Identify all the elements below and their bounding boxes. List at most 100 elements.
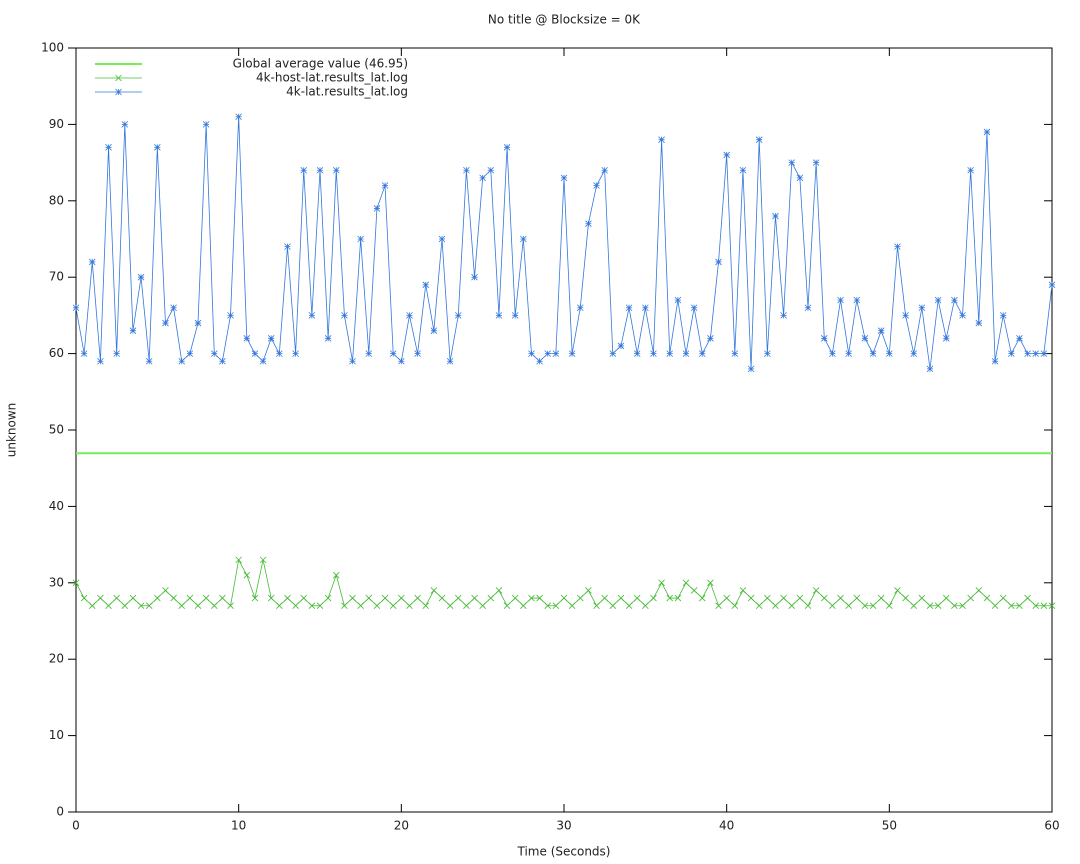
point-marker <box>97 594 104 602</box>
point-marker <box>959 602 966 610</box>
point-marker <box>682 579 690 587</box>
plot-border <box>75 47 1053 813</box>
point-marker <box>682 350 690 357</box>
point-marker <box>1040 350 1048 357</box>
y-tick-label: 20 <box>49 652 64 666</box>
point-marker <box>145 357 153 365</box>
point-marker <box>633 350 641 357</box>
point-marker <box>1008 350 1015 357</box>
x-tick-label: 40 <box>719 819 734 833</box>
point-marker <box>202 594 210 602</box>
point-marker <box>80 350 88 357</box>
point-marker <box>243 571 251 579</box>
point-marker <box>267 335 275 342</box>
point-marker <box>1048 602 1056 610</box>
point-marker <box>267 594 275 602</box>
point-marker <box>845 602 852 610</box>
point-marker <box>967 594 974 602</box>
point-marker <box>975 587 983 594</box>
point-marker <box>812 159 820 166</box>
point-marker <box>918 304 926 312</box>
x-tick-label: 30 <box>556 819 571 833</box>
y-tick-label: 10 <box>49 728 64 742</box>
point-marker <box>398 594 405 602</box>
point-marker <box>72 304 80 312</box>
point-marker <box>918 594 926 602</box>
x-tick-label: 50 <box>882 819 897 833</box>
point-marker <box>430 587 438 594</box>
point-marker <box>324 335 332 342</box>
legend-label: Global average value (46.95) <box>233 57 408 71</box>
point-marker <box>820 594 828 602</box>
point-marker <box>991 602 999 610</box>
point-marker <box>902 312 909 319</box>
point-marker <box>690 587 698 594</box>
point-marker <box>487 594 495 602</box>
point-marker <box>422 281 430 289</box>
point-marker <box>796 174 804 182</box>
point-marker <box>1016 335 1023 342</box>
y-tick-label: 80 <box>49 193 64 207</box>
point-marker <box>202 121 210 128</box>
point-marker <box>438 235 446 243</box>
point-marker <box>308 602 316 610</box>
point-marker <box>511 312 519 319</box>
point-marker <box>438 594 446 602</box>
point-marker <box>113 350 120 357</box>
point-marker <box>1032 602 1040 610</box>
point-marker <box>381 182 389 189</box>
point-marker <box>715 258 722 266</box>
point-marker <box>487 166 495 174</box>
point-marker <box>210 602 218 610</box>
point-marker <box>251 594 259 602</box>
point-marker <box>511 594 519 602</box>
point-marker <box>658 136 665 143</box>
point-marker <box>764 594 771 602</box>
point-marker <box>121 121 129 128</box>
point-marker <box>829 350 836 357</box>
point-marker <box>227 602 234 610</box>
point-marker <box>796 594 804 602</box>
point-marker <box>88 602 96 610</box>
point-marker <box>398 357 405 365</box>
point-marker <box>967 166 974 174</box>
point-marker <box>88 258 96 266</box>
y-tick-label: 50 <box>49 423 64 437</box>
point-marker <box>666 350 674 357</box>
point-marker <box>373 602 381 610</box>
point-marker <box>284 243 291 250</box>
point-marker <box>837 296 844 304</box>
point-marker <box>886 350 893 357</box>
point-marker <box>381 594 389 602</box>
point-marker <box>804 304 812 312</box>
point-marker <box>780 594 787 602</box>
point-marker <box>332 166 340 174</box>
point-marker <box>162 319 169 327</box>
point-marker <box>788 602 796 610</box>
point-marker <box>894 587 901 594</box>
point-marker <box>308 312 316 319</box>
point-marker <box>292 350 299 357</box>
point-marker <box>341 602 348 610</box>
point-marker <box>617 342 625 350</box>
point-marker <box>1048 281 1056 289</box>
point-marker <box>129 327 137 334</box>
point-marker <box>877 327 885 334</box>
y-axis-label: unknown <box>5 403 19 458</box>
series-line <box>75 116 1053 369</box>
point-marker <box>186 350 194 357</box>
point-marker <box>170 304 177 312</box>
point-marker <box>942 335 950 342</box>
point-marker <box>658 579 665 587</box>
point-marker <box>674 594 682 602</box>
y-tick-label: 70 <box>49 270 64 284</box>
point-marker <box>430 327 438 334</box>
point-marker <box>544 350 552 357</box>
point-marker <box>544 602 552 610</box>
point-marker <box>593 602 600 610</box>
point-marker <box>495 587 503 594</box>
x-tick-label: 10 <box>231 819 246 833</box>
point-marker <box>219 594 226 602</box>
point-marker <box>910 602 918 610</box>
point-marker <box>666 594 674 602</box>
